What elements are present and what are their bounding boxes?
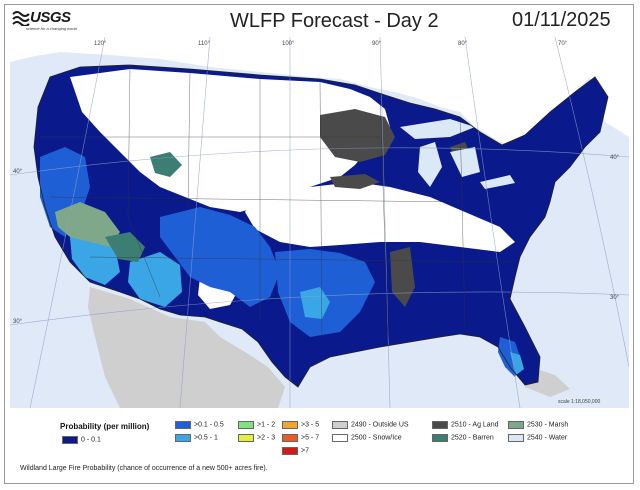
legend-label: 2530 - Marsh bbox=[527, 421, 569, 429]
legend-swatch bbox=[332, 434, 348, 442]
legend-item-marsh: 2530 - Marsh bbox=[508, 421, 568, 431]
legend-label: 2490 - Outside US bbox=[351, 421, 409, 429]
legend-label: >3 - 5 bbox=[301, 421, 320, 429]
border-row3 bbox=[89, 256, 511, 263]
legend-item-5-7: >5 - 7 bbox=[282, 434, 319, 444]
legend-swatch bbox=[508, 434, 524, 442]
legend-item-3-5: >3 - 5 bbox=[282, 421, 319, 431]
state-borders bbox=[40, 66, 511, 338]
legend-item-outside-us: 2490 - Outside US bbox=[332, 421, 409, 431]
lon-label-120: 120° bbox=[94, 41, 107, 47]
usgs-logo: USGS science for a changing world bbox=[12, 9, 82, 35]
lake-erie bbox=[480, 175, 515, 189]
border-mississippi bbox=[379, 94, 389, 338]
forecast-map: 120° 110° 100° 90° 80° 70° 40° 30° 40° 3… bbox=[10, 37, 629, 408]
legend-item-barren: 2520 - Barren bbox=[432, 434, 494, 444]
legend-item-1-2: >1 - 2 bbox=[238, 421, 275, 431]
legend-swatch bbox=[332, 421, 348, 429]
legend-label: 2520 - Barren bbox=[451, 434, 494, 442]
parallel-30 bbox=[10, 291, 629, 326]
legend-swatch bbox=[175, 421, 191, 429]
snow-ice-north bbox=[70, 69, 390, 212]
legend-item-05-1: >0.5 - 1 bbox=[175, 434, 218, 444]
barren-west bbox=[105, 232, 145, 262]
meridian-70 bbox=[554, 37, 629, 368]
legend-item-0-01: 0 - 0.1 bbox=[62, 436, 101, 446]
lat-label-30-right: 30° bbox=[610, 295, 620, 301]
prob-01-05-plains bbox=[275, 249, 375, 337]
lat-label-40: 40° bbox=[13, 169, 23, 175]
legend-item-7: >7 bbox=[282, 447, 309, 457]
border-row2 bbox=[49, 196, 461, 203]
legend-swatch bbox=[282, 421, 298, 429]
legend-swatch bbox=[432, 421, 448, 429]
meridian-120 bbox=[29, 37, 106, 408]
lat-label-40-right: 40° bbox=[610, 155, 620, 161]
legend-swatch bbox=[238, 434, 254, 442]
legend-swatch bbox=[238, 421, 254, 429]
legend-swatch bbox=[62, 436, 78, 444]
legend-swatch bbox=[432, 434, 448, 442]
legend-label: 0 - 0.1 bbox=[81, 436, 101, 444]
border-appalachia bbox=[459, 116, 466, 328]
border-idaho-utah bbox=[187, 70, 191, 208]
us-border bbox=[33, 64, 609, 388]
prob-05-1-florida bbox=[510, 352, 524, 375]
lon-label-110: 110° bbox=[198, 41, 211, 47]
meridian-110 bbox=[179, 37, 211, 408]
border-nevada bbox=[127, 66, 161, 298]
prob-05-1-arizona bbox=[128, 252, 182, 307]
legend-label: >2 - 3 bbox=[257, 434, 276, 442]
ag-land-mississippi bbox=[390, 247, 415, 307]
meridian-80 bbox=[464, 37, 521, 408]
mexico-area bbox=[88, 287, 285, 408]
legend-item-ag-land: 2510 - Ag Land bbox=[432, 421, 499, 431]
lon-label-100: 100° bbox=[282, 41, 295, 47]
legend: Probability (per million) 0 - 0.1 >0.1 -… bbox=[60, 419, 580, 465]
graticule bbox=[10, 37, 629, 408]
parallel-40 bbox=[10, 147, 629, 176]
usgs-logo-text: USGS bbox=[30, 9, 71, 26]
marsh-west bbox=[55, 202, 120, 247]
canada-area bbox=[10, 37, 629, 147]
forecast-date: 01/11/2025 bbox=[512, 9, 611, 31]
snow-ice-central bbox=[245, 182, 515, 252]
legend-item-01-05: >0.1 - 0.5 bbox=[175, 421, 224, 431]
legend-swatch bbox=[508, 421, 524, 429]
usgs-logo-tagline: science for a changing world bbox=[26, 26, 77, 31]
ag-land-iowa bbox=[330, 174, 380, 189]
legend-label: >1 - 2 bbox=[257, 421, 276, 429]
legend-label: >0.5 - 1 bbox=[194, 434, 218, 442]
footnote: Wildland Large Fire Probability (chance … bbox=[20, 465, 268, 472]
legend-label: >7 bbox=[301, 447, 309, 455]
legend-label: 2540 - Water bbox=[527, 434, 568, 442]
border-plains bbox=[319, 80, 323, 338]
legend-swatch bbox=[175, 434, 191, 442]
prob-01-05-southwest bbox=[160, 207, 280, 307]
prob-05-1-texas bbox=[300, 287, 330, 319]
legend-label: >0.1 - 0.5 bbox=[194, 421, 224, 429]
lon-label-70: 70° bbox=[558, 41, 568, 47]
legend-item-water: 2540 - Water bbox=[508, 434, 567, 444]
lake-superior bbox=[400, 119, 475, 139]
lake-michigan bbox=[418, 142, 442, 187]
lat-label-30: 30° bbox=[13, 319, 23, 325]
map-scale: scale 1:18,050,000 bbox=[558, 399, 600, 405]
legend-label: >5 - 7 bbox=[301, 434, 320, 442]
legend-item-2-3: >2 - 3 bbox=[238, 434, 275, 444]
legend-swatch bbox=[282, 447, 298, 455]
usgs-logo-icon bbox=[12, 11, 30, 26]
map-title: WLFP Forecast - Day 2 bbox=[230, 10, 439, 32]
legend-label: 2500 - Snow/Ice bbox=[351, 434, 402, 442]
legend-title: Probability (per million) bbox=[60, 422, 150, 431]
legend-label: 2510 - Ag Land bbox=[451, 421, 499, 429]
meridian-90 bbox=[379, 37, 391, 408]
legend-swatch bbox=[282, 434, 298, 442]
lake-huron bbox=[450, 147, 480, 177]
legend-item-snow-ice: 2500 - Snow/Ice bbox=[332, 434, 402, 444]
lon-label-90: 90° bbox=[372, 41, 382, 47]
lon-label-80: 80° bbox=[458, 41, 468, 47]
